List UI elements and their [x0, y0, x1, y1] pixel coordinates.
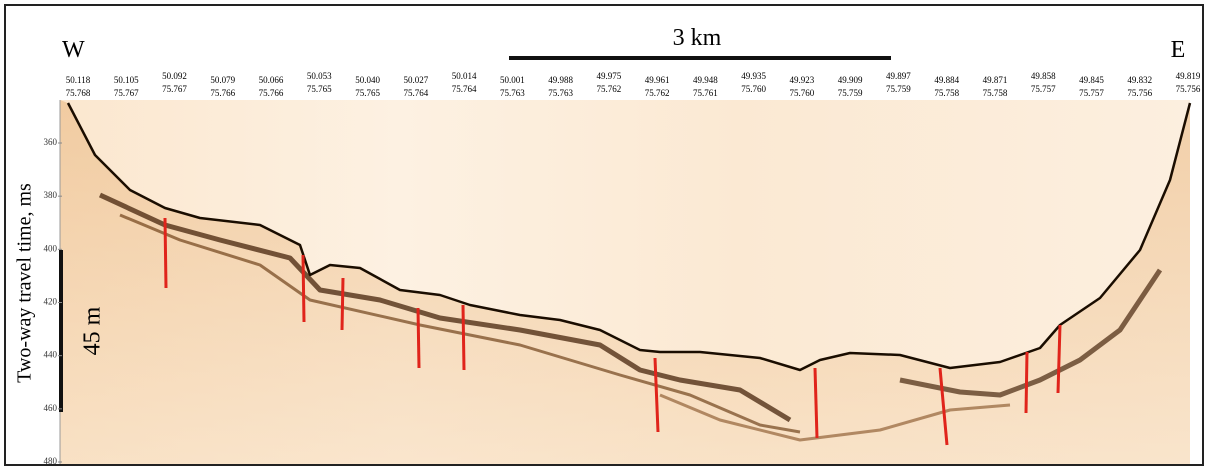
latitude: 49.832: [1127, 75, 1152, 85]
y-tick-label: 360: [44, 137, 58, 147]
scale-label: 3 km: [673, 25, 722, 51]
longitude: 75.766: [210, 88, 235, 98]
longitude: 75.762: [645, 88, 670, 98]
latitude: 50.040: [355, 75, 380, 85]
longitude: 75.757: [1079, 88, 1104, 98]
latitude: 49.975: [596, 71, 621, 81]
longitude: 75.756: [1127, 88, 1152, 98]
y-tick-label: 400: [44, 243, 58, 253]
longitude: 75.766: [259, 88, 284, 98]
latitude: 49.884: [934, 75, 959, 85]
latitude: 50.105: [114, 75, 139, 85]
latitude: 49.923: [790, 75, 815, 85]
longitude: 75.763: [548, 88, 573, 98]
longitude: 75.767: [114, 88, 139, 98]
longitude: 75.758: [934, 88, 959, 98]
figure: 3 km W E 45 m Two-way travel time, ms 36…: [0, 0, 1209, 471]
east-label: E: [1171, 37, 1186, 63]
depth-label: 45 m: [80, 306, 106, 355]
latitude: 50.001: [500, 75, 525, 85]
longitude: 75.759: [838, 88, 863, 98]
latitude: 49.871: [983, 75, 1008, 85]
longitude: 75.768: [66, 88, 91, 98]
latitude: 49.935: [741, 71, 766, 81]
y-axis-title: Two-way travel time, ms: [14, 183, 36, 383]
longitude: 75.759: [886, 84, 911, 94]
longitude: 75.761: [693, 88, 718, 98]
latitude: 50.027: [403, 75, 428, 85]
longitude: 75.767: [162, 84, 187, 94]
coordinates: 50.118 75.768 50.105 75.767 50.092 75.767 50.0…: [66, 71, 1201, 98]
latitude: 50.079: [210, 75, 235, 85]
latitude: 49.988: [548, 75, 573, 85]
longitude: 75.765: [355, 88, 380, 98]
latitude: 49.897: [886, 71, 911, 81]
latitude: 49.961: [645, 75, 670, 85]
west-label: W: [62, 37, 85, 63]
latitude: 49.819: [1176, 71, 1201, 81]
y-tick-label: 380: [44, 190, 58, 200]
latitude: 49.845: [1079, 75, 1104, 85]
longitude: 75.764: [452, 84, 477, 94]
y-tick-label: 480: [44, 456, 58, 466]
longitude: 75.765: [307, 84, 332, 94]
latitude: 50.118: [66, 75, 91, 85]
latitude: 50.066: [259, 75, 284, 85]
longitude: 75.757: [1031, 84, 1056, 94]
longitude: 75.756: [1176, 84, 1201, 94]
latitude: 50.092: [162, 71, 187, 81]
longitude: 75.762: [596, 84, 621, 94]
longitude: 75.758: [983, 88, 1008, 98]
y-tick-label: 460: [44, 403, 58, 413]
y-tick-label: 440: [44, 350, 58, 360]
longitude: 75.763: [500, 88, 525, 98]
latitude: 50.014: [452, 71, 477, 81]
y-tick-label: 420: [44, 297, 58, 307]
latitude: 50.053: [307, 71, 332, 81]
longitude: 75.764: [403, 88, 428, 98]
latitude: 49.948: [693, 75, 718, 85]
page: 3 km W E 45 m Two-way travel time, ms 36…: [0, 0, 1209, 471]
latitude: 49.858: [1031, 71, 1056, 81]
longitude: 75.760: [741, 84, 766, 94]
longitude: 75.760: [790, 88, 815, 98]
latitude: 49.909: [838, 75, 863, 85]
